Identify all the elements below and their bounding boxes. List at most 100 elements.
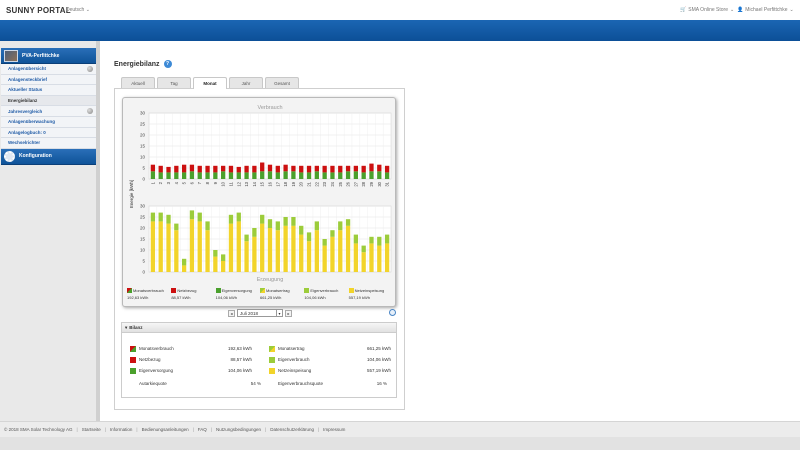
bar-netzbezug[interactable] (150, 164, 156, 172)
bar-netzbezug[interactable] (236, 166, 241, 173)
bar-eigenversorgung[interactable] (377, 171, 382, 179)
bar-netzeinspeisung[interactable] (322, 245, 327, 272)
sidebar-config-header[interactable]: Konfiguration (1, 148, 96, 165)
bar-netzbezug[interactable] (322, 165, 327, 173)
bar-eigenverbrauch[interactable] (322, 239, 327, 246)
sidebar-item[interactable]: Energiebilanz (1, 95, 96, 107)
bar-netzeinspeisung[interactable] (345, 225, 351, 272)
bar-eigenverbrauch[interactable] (338, 221, 343, 231)
bar-netzbezug[interactable] (299, 165, 304, 173)
bar-eigenverbrauch[interactable] (189, 210, 195, 220)
bar-netzeinspeisung[interactable] (221, 261, 226, 272)
bar-netzeinspeisung[interactable] (228, 223, 234, 272)
bar-eigenversorgung[interactable] (252, 172, 257, 179)
bar-netzbezug[interactable] (369, 163, 374, 172)
bar-netzbezug[interactable] (338, 165, 343, 173)
bar-netzeinspeisung[interactable] (150, 221, 156, 272)
bar-netzbezug[interactable] (345, 165, 351, 172)
previous-month-button[interactable]: ◂ (228, 309, 235, 317)
bar-eigenversorgung[interactable] (361, 172, 366, 179)
bar-netzbezug[interactable] (267, 164, 273, 172)
help-icon[interactable]: ? (163, 60, 172, 68)
bar-netzeinspeisung[interactable] (369, 243, 374, 272)
bar-eigenverbrauch[interactable] (260, 214, 265, 224)
bar-netzeinspeisung[interactable] (384, 243, 390, 272)
bar-netzbezug[interactable] (252, 165, 257, 173)
bar-netzeinspeisung[interactable] (291, 225, 296, 272)
bar-netzeinspeisung[interactable] (213, 256, 218, 272)
bar-eigenverbrauch[interactable] (377, 236, 382, 246)
bar-netzbezug[interactable] (158, 165, 163, 173)
export-icon[interactable] (389, 309, 396, 316)
sidebar-item[interactable]: Anlagensteckbrief (1, 74, 96, 86)
bar-eigenverbrauch[interactable] (291, 217, 296, 226)
bar-netzeinspeisung[interactable] (306, 241, 312, 272)
bar-eigenverbrauch[interactable] (267, 219, 273, 228)
tab-period[interactable]: Gesamt (265, 77, 299, 88)
bar-eigenverbrauch[interactable] (330, 230, 335, 237)
bar-netzeinspeisung[interactable] (377, 245, 382, 272)
bar-eigenverbrauch[interactable] (314, 221, 319, 231)
online-store-link[interactable]: 🛒 SMA Online Store ⌄ (680, 7, 734, 13)
bar-eigenverbrauch[interactable] (306, 232, 312, 242)
bar-netzeinspeisung[interactable] (181, 265, 187, 272)
bar-netzbezug[interactable] (306, 165, 312, 173)
bar-eigenverbrauch[interactable] (150, 212, 156, 222)
bar-eigenverbrauch[interactable] (252, 228, 257, 237)
bar-netzeinspeisung[interactable] (236, 221, 241, 272)
bar-eigenversorgung[interactable] (205, 172, 210, 179)
bar-eigenversorgung[interactable] (369, 171, 374, 179)
bar-eigenverbrauch[interactable] (181, 258, 187, 266)
bar-netzeinspeisung[interactable] (314, 230, 319, 272)
footer-link[interactable]: Bedienungsanleitungen (141, 427, 189, 432)
bar-netzeinspeisung[interactable] (260, 223, 265, 272)
bar-netzeinspeisung[interactable] (174, 230, 179, 272)
sidebar-item[interactable]: Wechselrichter (1, 138, 96, 149)
bar-eigenverbrauch[interactable] (345, 219, 351, 226)
month-select[interactable]: Juli 2018 ▾ (237, 309, 283, 317)
bar-netzbezug[interactable] (291, 165, 296, 172)
bar-eigenversorgung[interactable] (291, 171, 296, 179)
footer-link[interactable]: Nutzungsbedingungen (215, 427, 262, 432)
sidebar-item[interactable]: Anlagelogbuch: 0 (1, 127, 96, 139)
bar-netzbezug[interactable] (205, 165, 210, 173)
bar-netzeinspeisung[interactable] (267, 228, 273, 272)
bar-netzbezug[interactable] (197, 165, 202, 173)
footer-link[interactable]: Impressum (323, 427, 346, 432)
bar-netzbezug[interactable] (189, 164, 195, 172)
bar-eigenversorgung[interactable] (267, 171, 273, 179)
bar-eigenversorgung[interactable] (322, 172, 327, 179)
bar-netzeinspeisung[interactable] (189, 219, 195, 272)
bar-eigenversorgung[interactable] (158, 172, 163, 179)
bar-eigenversorgung[interactable] (189, 171, 195, 179)
sidebar-item[interactable]: Anlagenübersicht (1, 64, 96, 75)
bilanz-header[interactable]: ▾ Bilanz (122, 323, 396, 333)
bar-netzbezug[interactable] (361, 165, 366, 173)
bar-eigenversorgung[interactable] (330, 172, 335, 179)
bar-eigenversorgung[interactable] (197, 172, 202, 179)
tab-period[interactable]: Tag (157, 77, 191, 88)
sidebar-splitter[interactable] (96, 41, 100, 421)
bar-netzbezug[interactable] (228, 165, 234, 173)
bar-netzeinspeisung[interactable] (330, 236, 335, 272)
tab-period[interactable]: Aktuell (121, 77, 155, 88)
bar-netzbezug[interactable] (330, 165, 335, 173)
bar-eigenverbrauch[interactable] (353, 234, 359, 244)
user-menu[interactable]: 👤 Michael Perfittchke ⌄ (737, 7, 794, 13)
bar-netzbezug[interactable] (244, 165, 249, 173)
bar-eigenversorgung[interactable] (345, 171, 351, 179)
bar-netzbezug[interactable] (213, 165, 218, 173)
bar-eigenverbrauch[interactable] (197, 212, 202, 222)
bar-netzbezug[interactable] (377, 164, 382, 172)
bar-netzeinspeisung[interactable] (283, 225, 288, 272)
bar-netzbezug[interactable] (384, 165, 390, 173)
bar-eigenversorgung[interactable] (283, 171, 288, 179)
bar-eigenverbrauch[interactable] (236, 212, 241, 222)
bar-eigenversorgung[interactable] (228, 172, 234, 179)
tab-period[interactable]: Monat (193, 77, 227, 89)
bar-eigenverbrauch[interactable] (221, 254, 226, 261)
bar-netzbezug[interactable] (283, 164, 288, 172)
bar-netzeinspeisung[interactable] (353, 243, 359, 272)
sidebar-plant-header[interactable]: PVA-Perfittchke (1, 48, 96, 64)
bar-eigenverbrauch[interactable] (384, 234, 390, 244)
